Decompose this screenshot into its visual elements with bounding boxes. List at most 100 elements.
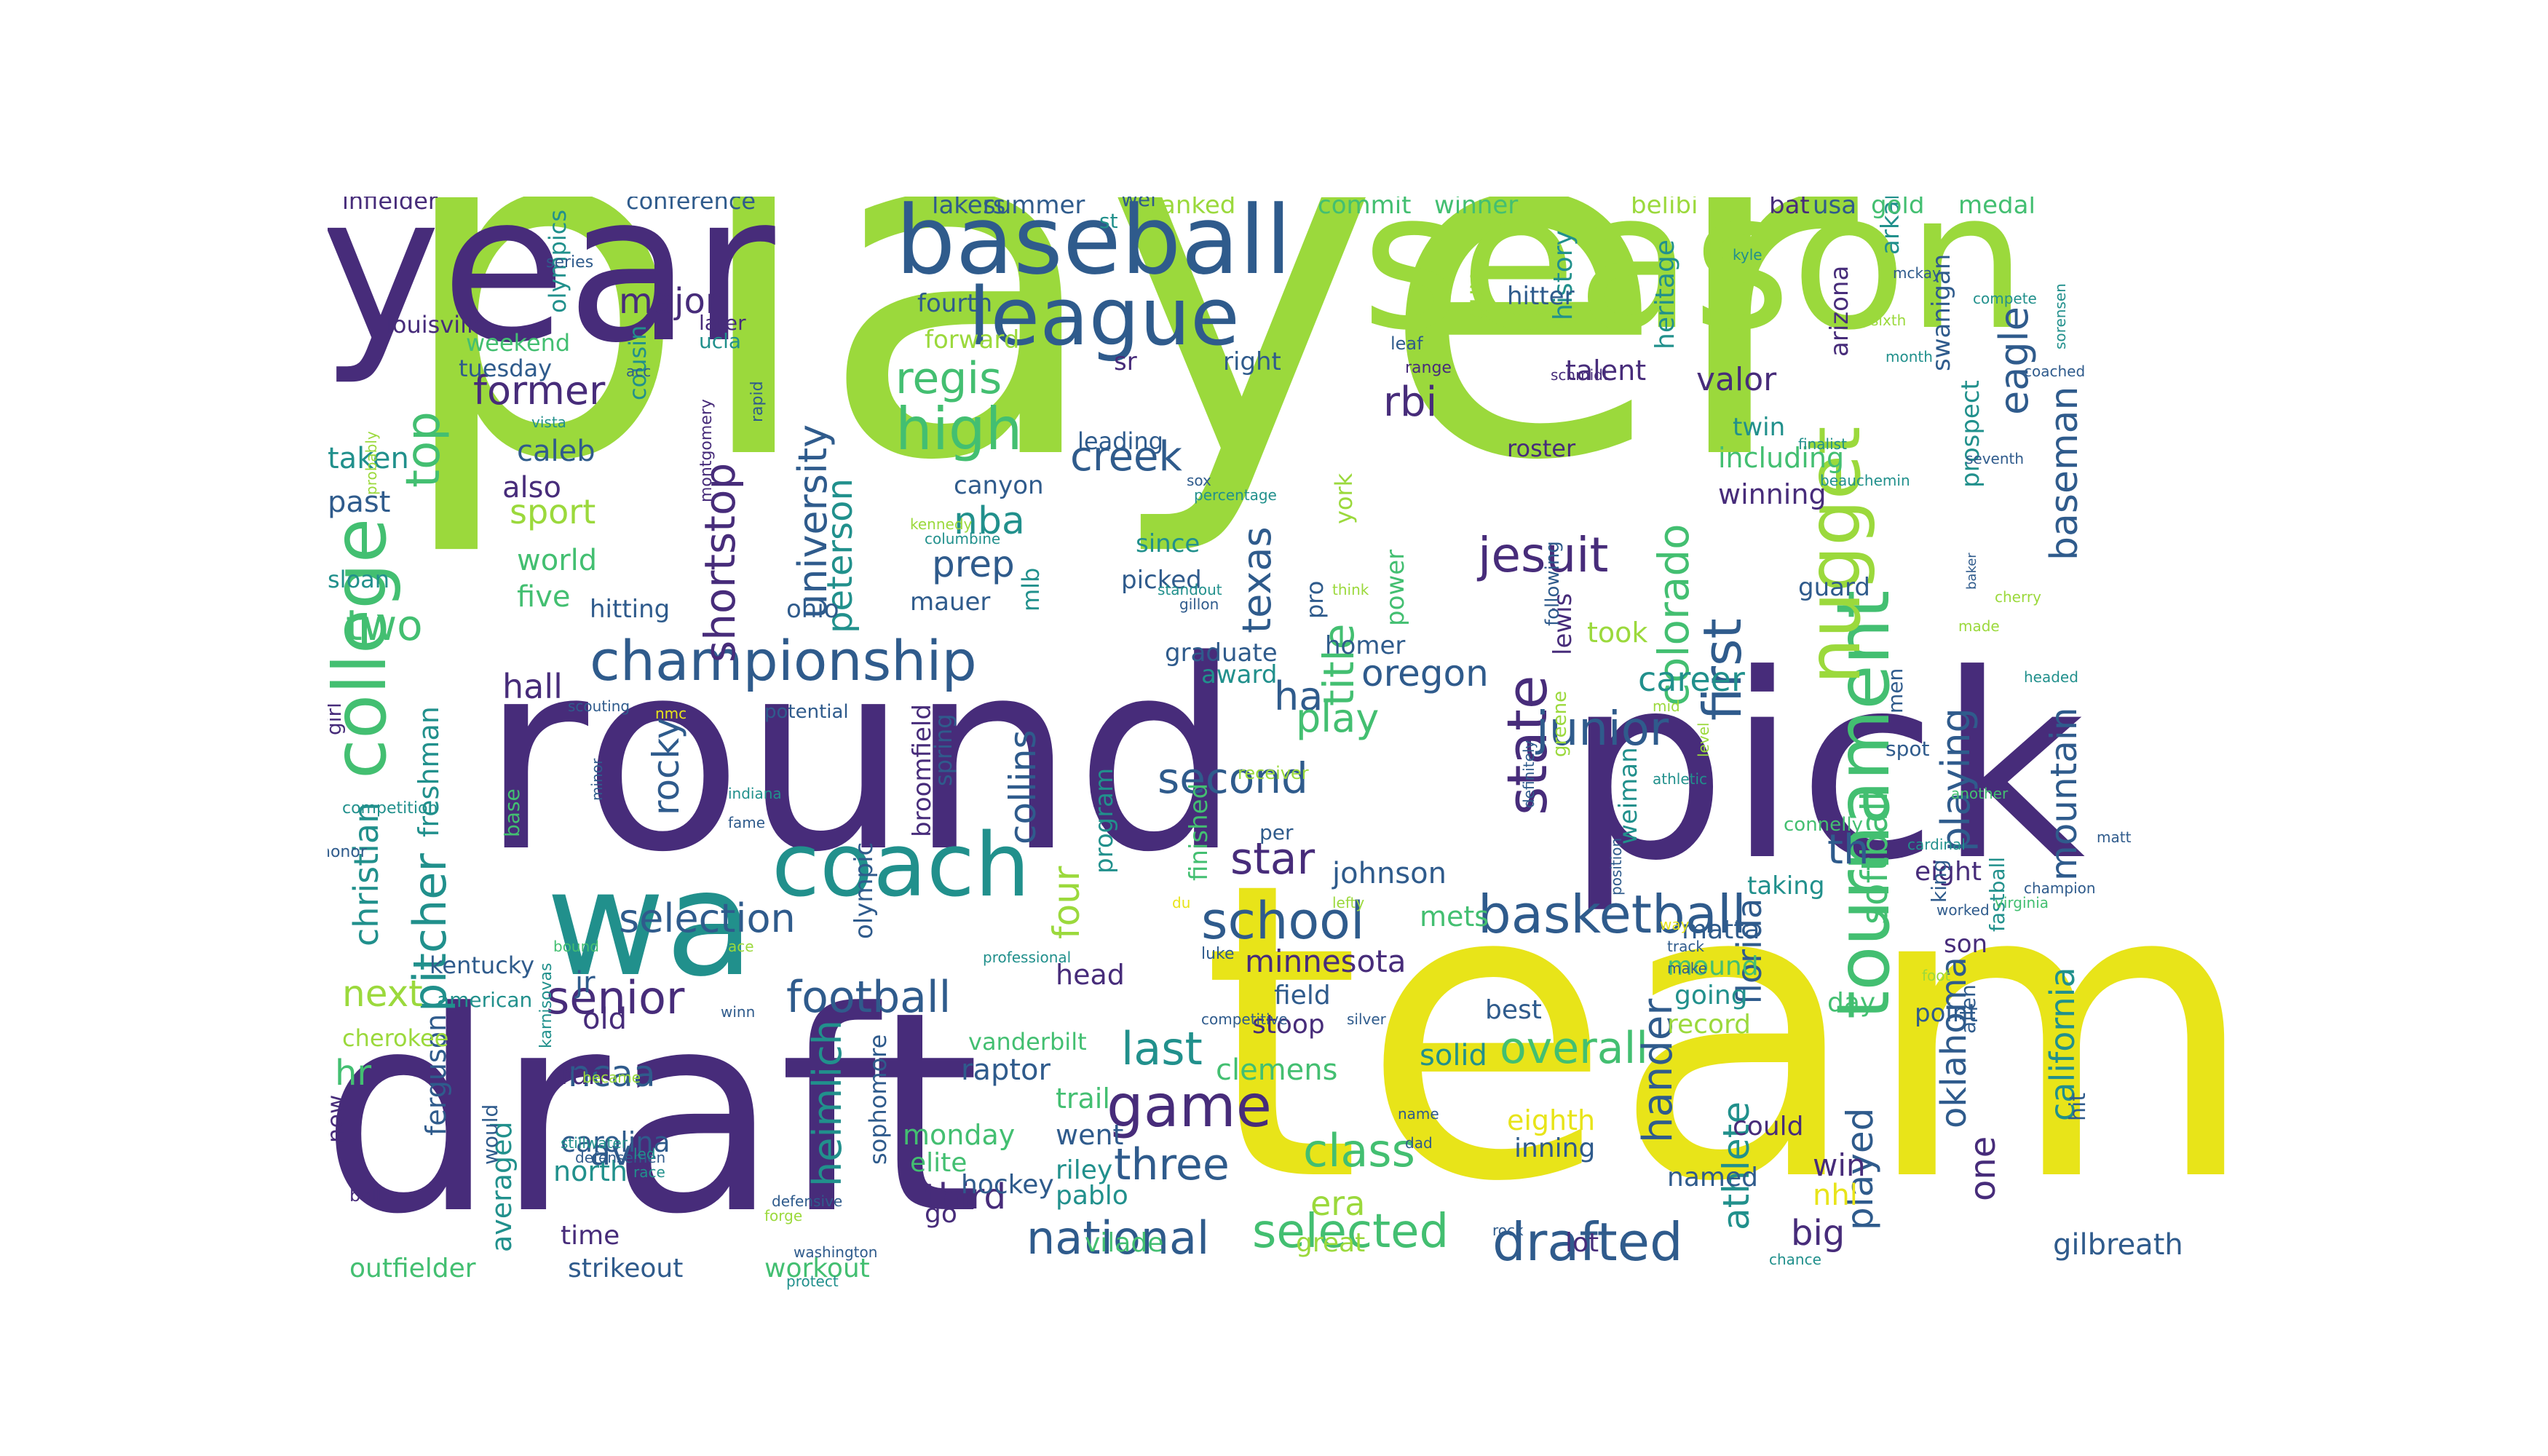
word: win [1813,1147,1866,1183]
word: three [1114,1139,1230,1190]
word: series [546,253,594,272]
word: named [1667,1163,1758,1192]
word: high [895,395,1023,463]
word: would [478,1104,502,1165]
word: rbi [1383,379,1438,426]
word: headed [2024,668,2078,686]
word: baseball [895,197,1292,296]
word: four [1045,866,1088,939]
word: senior [546,971,685,1024]
word: son [1944,930,1988,959]
word: mound [1667,951,1759,981]
word: competition [342,799,438,818]
word: day [1827,988,1876,1018]
word: mlb [1017,567,1045,612]
word: prep [932,543,1015,585]
word: rock [1492,1222,1524,1239]
word: playing [1933,708,1979,852]
word: third [925,1176,1006,1217]
word: virginia [1995,894,2049,911]
word: bound [553,938,599,955]
word: stillwater [561,1134,628,1152]
word: going [1674,981,1748,1010]
word: spring [930,713,957,786]
word: prospect [1956,380,1985,488]
word: probably [363,431,380,495]
word: receiver [1238,763,1309,783]
word: ohio [786,595,839,624]
word: washington [794,1243,878,1261]
word: defensive [772,1192,843,1210]
word: wa [546,839,755,1009]
word: worked [1936,901,1990,919]
word: bat [1769,197,1810,220]
word: winning [1718,478,1827,510]
word: creek [1070,433,1182,480]
word: men [1883,668,1907,713]
word: point [1915,999,1978,1028]
word: matta [1682,915,1760,945]
word: forward [925,325,1020,355]
word: kyle [1733,246,1762,264]
word: next [342,973,423,1015]
word: clemens [1216,1053,1338,1087]
word: inning [1514,1133,1596,1163]
word: rapid [748,381,767,422]
word: homer [1325,631,1406,660]
word: took [1587,617,1648,649]
word: york [1330,472,1358,524]
word: christian [347,802,386,946]
word: power [1381,549,1410,626]
word: tuesday [459,355,553,382]
word: old [582,1002,627,1036]
word: karnisovas [537,962,555,1048]
word: finalist [1798,435,1847,453]
word: eagle [1991,306,2037,415]
word: dad [1405,1134,1433,1152]
word: indiana [728,785,782,802]
word: lefty [1332,894,1365,911]
word: big [1791,1213,1845,1254]
word: last [1121,1022,1203,1075]
word: gold [1871,197,1925,220]
word: mets [1420,901,1489,933]
word: great [1296,1228,1366,1258]
word: texas [1234,526,1280,633]
word: valor [1696,361,1777,398]
word: past [328,486,391,519]
word: award [1201,660,1278,689]
word: coached [2024,363,2086,380]
word: arizona [1825,265,1854,357]
word: columbine [925,530,1001,547]
word: program [1090,767,1119,874]
word: talent [1565,355,1647,387]
word: pick [1565,620,2086,917]
word: sixth [1871,312,1907,329]
word: forge [764,1207,803,1224]
word: medal [1958,197,2035,220]
word: nmc [655,705,687,722]
word: fourth [917,289,993,318]
word: class [1303,1124,1415,1177]
word: position [1607,837,1625,895]
word: winner [1434,197,1519,220]
word: commit [1318,197,1412,220]
word: also [502,471,561,505]
word: greene [1549,690,1571,757]
word: fame [728,814,766,831]
word: elite [910,1148,968,1178]
word: collins [1002,729,1044,845]
word: go [925,1199,957,1229]
word: coach [772,815,1030,917]
word: league [968,270,1240,363]
word: ball [349,1185,381,1206]
word: mauer [910,587,991,617]
word: field [1274,981,1331,1010]
word: sox [1187,472,1211,489]
word: eighth [1507,1104,1596,1136]
word: school [1201,891,1365,951]
word: kennedy [910,515,973,533]
word: percentage [1194,486,1277,504]
word: national [1026,1211,1210,1265]
word: taken [328,442,409,475]
